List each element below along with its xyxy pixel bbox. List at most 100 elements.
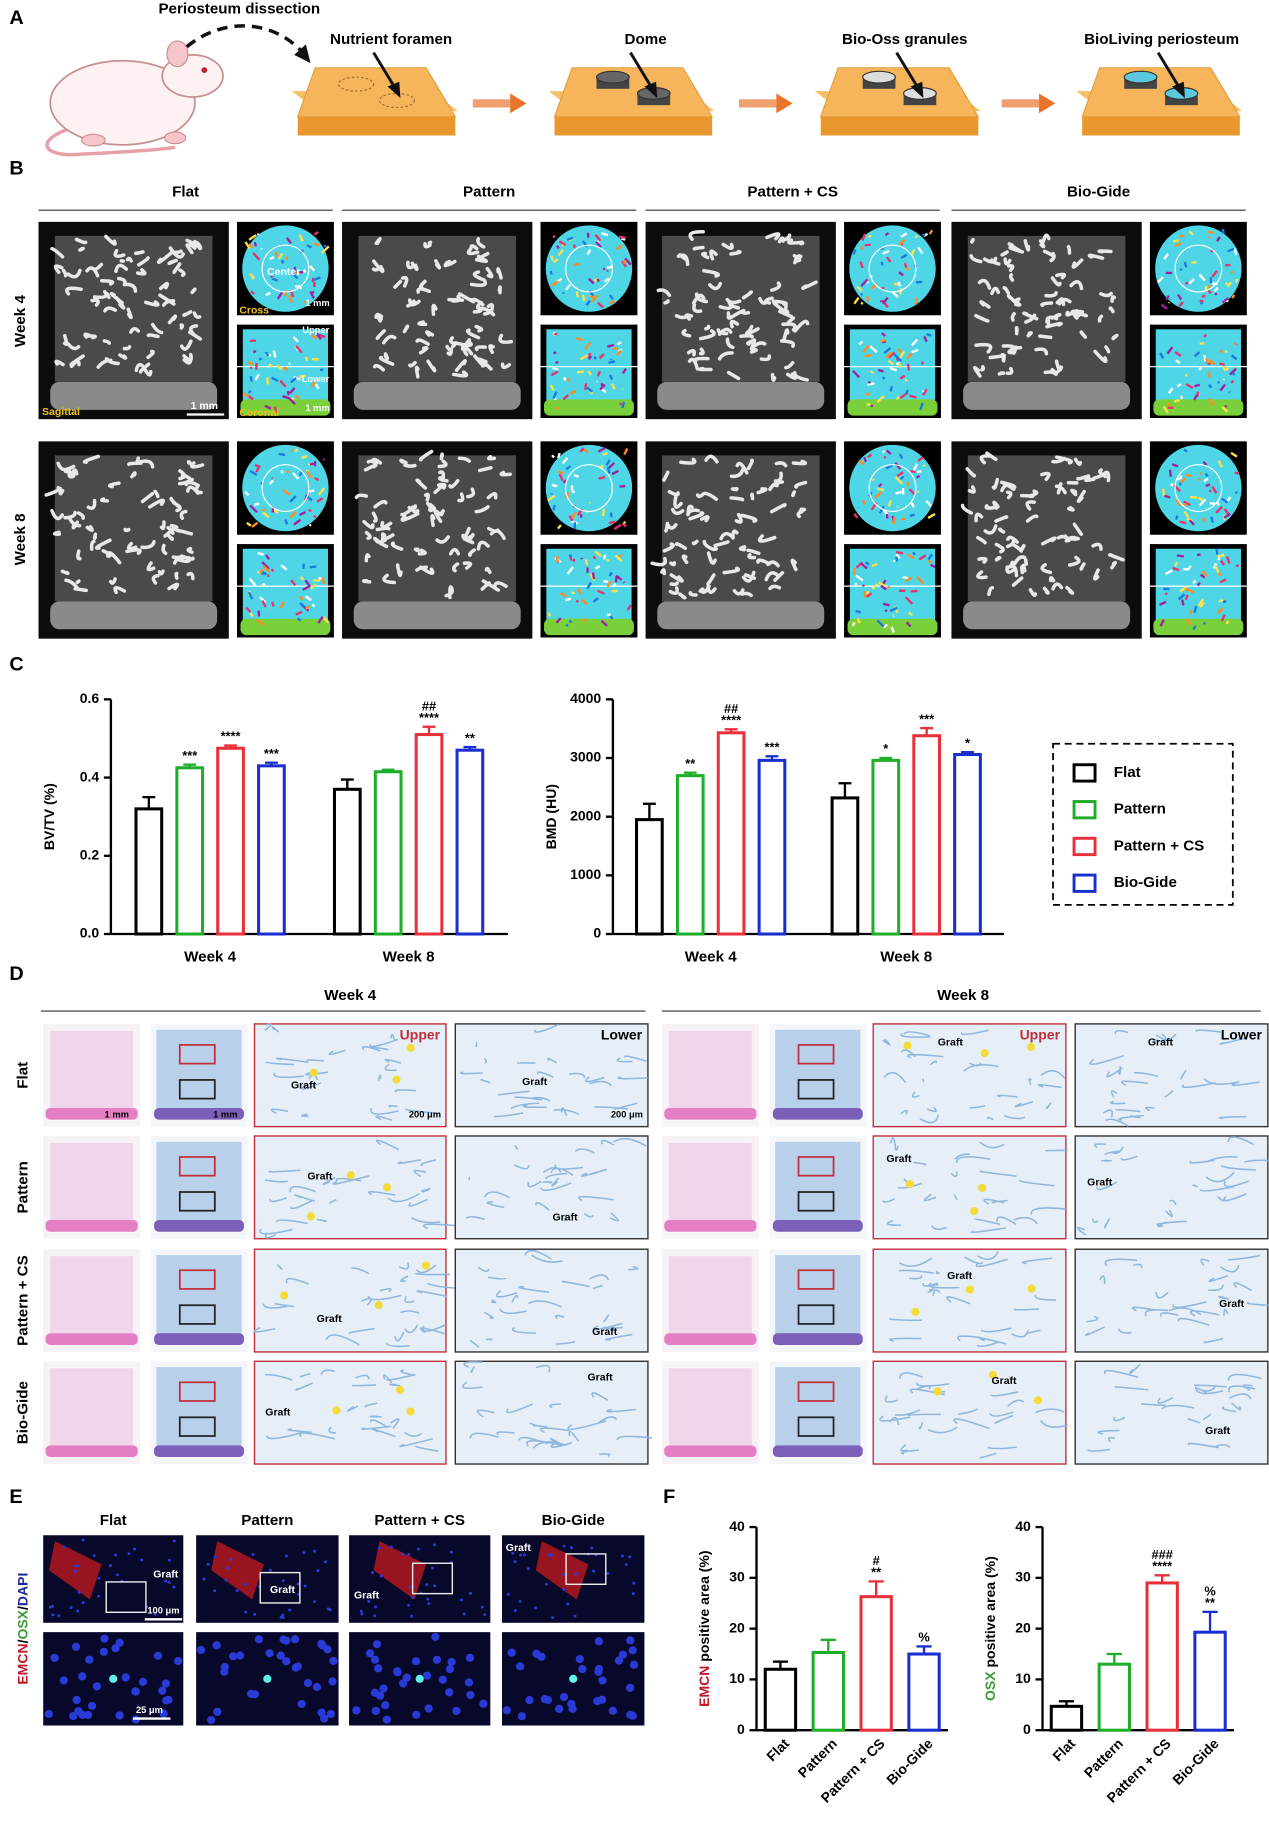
y-tick-label: 20 [1015,1619,1031,1635]
scale-label: 1 mm [305,298,329,308]
zoom-texture [462,1361,653,1457]
y-tick-label: 0 [1023,1721,1031,1737]
pointer-head [1172,81,1185,99]
colormap-strokes [858,338,925,393]
center-ring [868,464,917,512]
roi-upper [178,1269,216,1290]
scale-label: 1 mm [305,403,329,413]
bar [912,734,942,936]
colormap-strokes [249,458,326,526]
scale-label: 1 mm [105,1109,129,1119]
pointer-head [644,81,658,99]
colormap-strokes [852,553,933,598]
bar [907,1652,941,1732]
y-tick-label: 0.0 [80,925,100,941]
y-axis-label-part: positive area (%) [982,1556,998,1671]
zoom-label: Lower [1221,1026,1263,1042]
colormap-strokes [247,351,324,394]
colormap-strokes [549,236,614,307]
row-label-part: / [14,1639,30,1643]
roi-box [105,1581,147,1613]
bar [953,752,982,936]
bar [455,748,485,936]
graft-label: Graft [354,1590,380,1602]
bar [871,758,901,936]
colormap-strokes [860,229,934,305]
he-base [664,1445,757,1458]
colormap-cross [242,225,329,312]
flow-arrow [1001,99,1040,108]
graft-label: Graft [938,1036,964,1048]
zoom-image [1074,1360,1269,1465]
y-tick-label: 0 [737,1721,745,1737]
row-label: Pattern [14,1161,31,1213]
step-label: Nutrient foramen [330,31,452,48]
y-tick-label: 20 [729,1619,745,1635]
colormap-strokes [866,350,908,406]
image-label: Upper [302,325,329,335]
graft-label: Graft [552,1211,578,1223]
roi-lower [797,1416,835,1437]
y-axis-label: EMCN positive area (%) [696,1550,712,1706]
significance-mark: * [965,735,970,750]
zoom-image [253,1023,447,1128]
dapi-nuclei [502,1636,639,1721]
dapi-nuclei [196,1635,338,1725]
y-tick-label: 0.6 [80,690,100,706]
y-axis-label: OSX positive area (%) [982,1556,998,1701]
colormap-cross [849,225,936,312]
colormap-strokes [556,232,632,285]
colormap-strokes [1167,230,1239,304]
column-header: Bio-Gide [542,1512,605,1529]
graft-label: Graft [291,1080,317,1092]
zoom-texture [888,1250,1057,1348]
block-front [297,116,456,136]
y-tick-label: 1000 [570,866,601,882]
ct-base [657,381,825,410]
zoom-image [872,1248,1067,1353]
graft-label: Graft [307,1171,333,1183]
roi-lower [797,1191,835,1212]
legend-label: Pattern + CS [1114,837,1205,854]
zoom-texture [259,1139,463,1239]
colormap-strokes [855,550,927,605]
legend-swatch [1072,873,1097,893]
yellow-marker [406,1407,415,1416]
rat-body [49,59,196,146]
colormap-strokes [1175,471,1206,523]
panel-letter: E [9,1486,22,1508]
colormap-strokes [242,334,318,410]
yellow-marker [382,1183,392,1192]
bar [763,1667,798,1732]
scale-label: 25 μm [136,1705,163,1715]
graft-label: Graft [317,1313,343,1325]
colormap-cross [849,444,936,532]
colormap-strokes [1165,554,1221,593]
he-tissue [668,1142,752,1221]
colormap-strokes [852,233,926,296]
zoom-texture [1087,1363,1262,1452]
y-axis-label-part: positive area (%) [696,1550,712,1665]
ct-base [353,601,521,630]
stain-base [772,1445,863,1458]
row-label: EMCN/OSX/DAPI [14,1573,30,1685]
colormap-coronal [849,329,936,402]
colormap-strokes [253,237,316,300]
stain-base [154,1445,244,1458]
flow-arrow-head [1039,93,1056,114]
ct-base [50,601,218,630]
x-tick-label: Pattern [795,1735,840,1780]
y-axis-label-part: EMCN [696,1666,712,1707]
ct-graft [54,455,213,602]
y-axis-label-part: OSX [982,1671,998,1701]
colormap-strokes [251,448,313,528]
osx-cell [263,1674,272,1683]
legend-swatch [1072,836,1097,857]
ct-particles [44,454,205,595]
panel-letter: B [9,158,23,180]
y-tick-label: 3000 [570,749,601,765]
zoom-texture [465,1138,647,1222]
bar [675,774,705,936]
significance-mark: * [883,741,888,756]
colormap-strokes [855,551,934,628]
